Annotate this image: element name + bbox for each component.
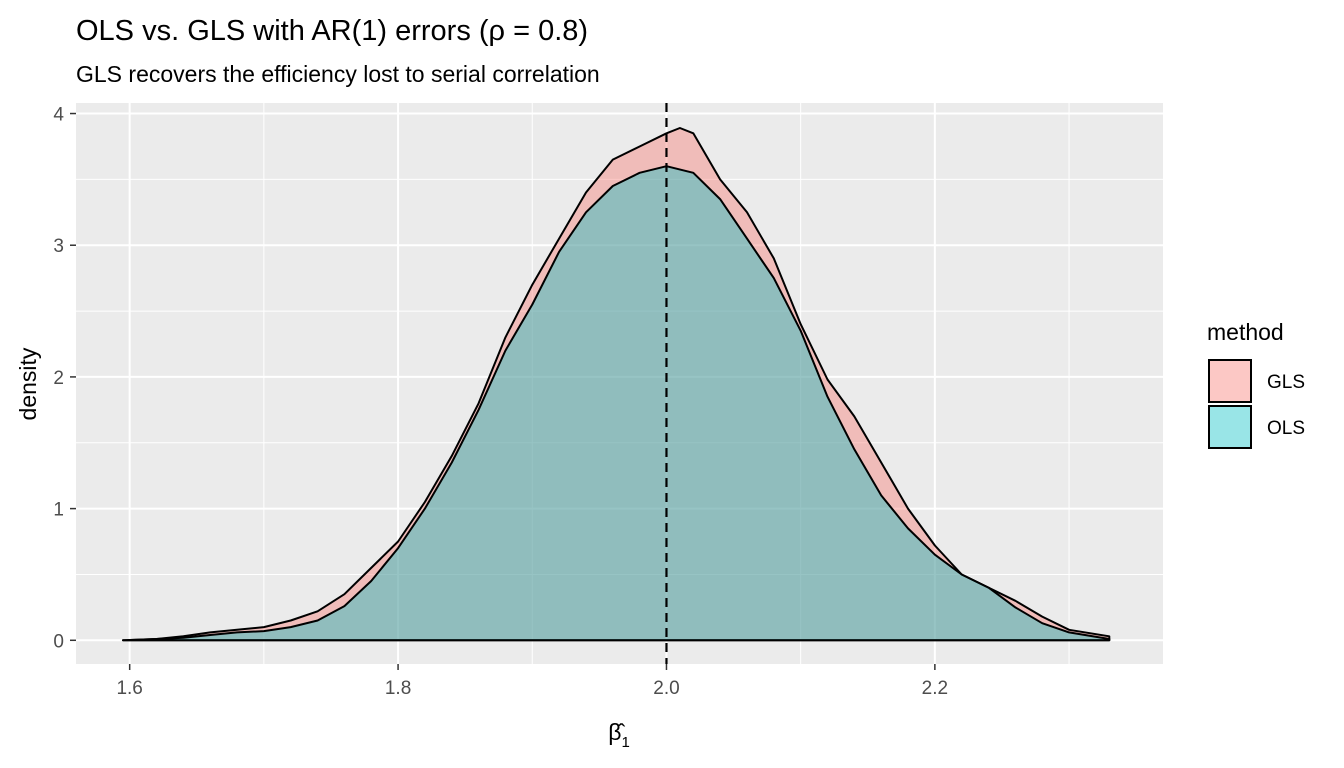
y-tick-label: 2 [53, 368, 64, 389]
plot-panel [76, 103, 1163, 664]
y-tick-label: 4 [53, 105, 64, 126]
chart-subtitle: GLS recovers the efficiency lost to seri… [76, 61, 600, 87]
y-tick-label: 3 [53, 236, 64, 257]
x-axis-title-subscript: 1 [621, 734, 629, 751]
density-areas [122, 127, 1111, 642]
y-tick-label: 1 [53, 500, 64, 521]
y-axis-ticks: 0 1 2 3 4 [53, 105, 76, 652]
y-tick-label: 0 [53, 631, 64, 652]
x-axis-ticks: 1.6 1.8 2.0 2.2 [116, 664, 948, 699]
legend-items: GLS OLS [1208, 359, 1305, 449]
legend-swatch-ols [1209, 406, 1251, 448]
chart-title: OLS vs. GLS with AR(1) errors (ρ = 0.8) [76, 15, 588, 47]
legend-key-ols [1208, 405, 1252, 449]
legend-title: method [1207, 319, 1284, 345]
legend-label-ols: OLS [1267, 418, 1305, 439]
x-tick-label: 1.8 [385, 678, 411, 699]
legend-key-gls [1208, 359, 1252, 403]
x-tick-label: 2.0 [653, 678, 679, 699]
legend-label-gls: GLS [1267, 372, 1305, 393]
legend: method GLS OLS [1207, 319, 1305, 449]
x-axis-title: β̂1 [608, 719, 630, 751]
minor-gridlines [76, 103, 1163, 664]
x-tick-label: 1.6 [116, 678, 142, 699]
y-axis-title: density [15, 347, 41, 420]
x-tick-label: 2.2 [922, 678, 948, 699]
density-area-ols [122, 165, 1111, 642]
x-axis-title-symbol: β̂ [608, 719, 625, 745]
legend-swatch-gls [1209, 360, 1251, 402]
